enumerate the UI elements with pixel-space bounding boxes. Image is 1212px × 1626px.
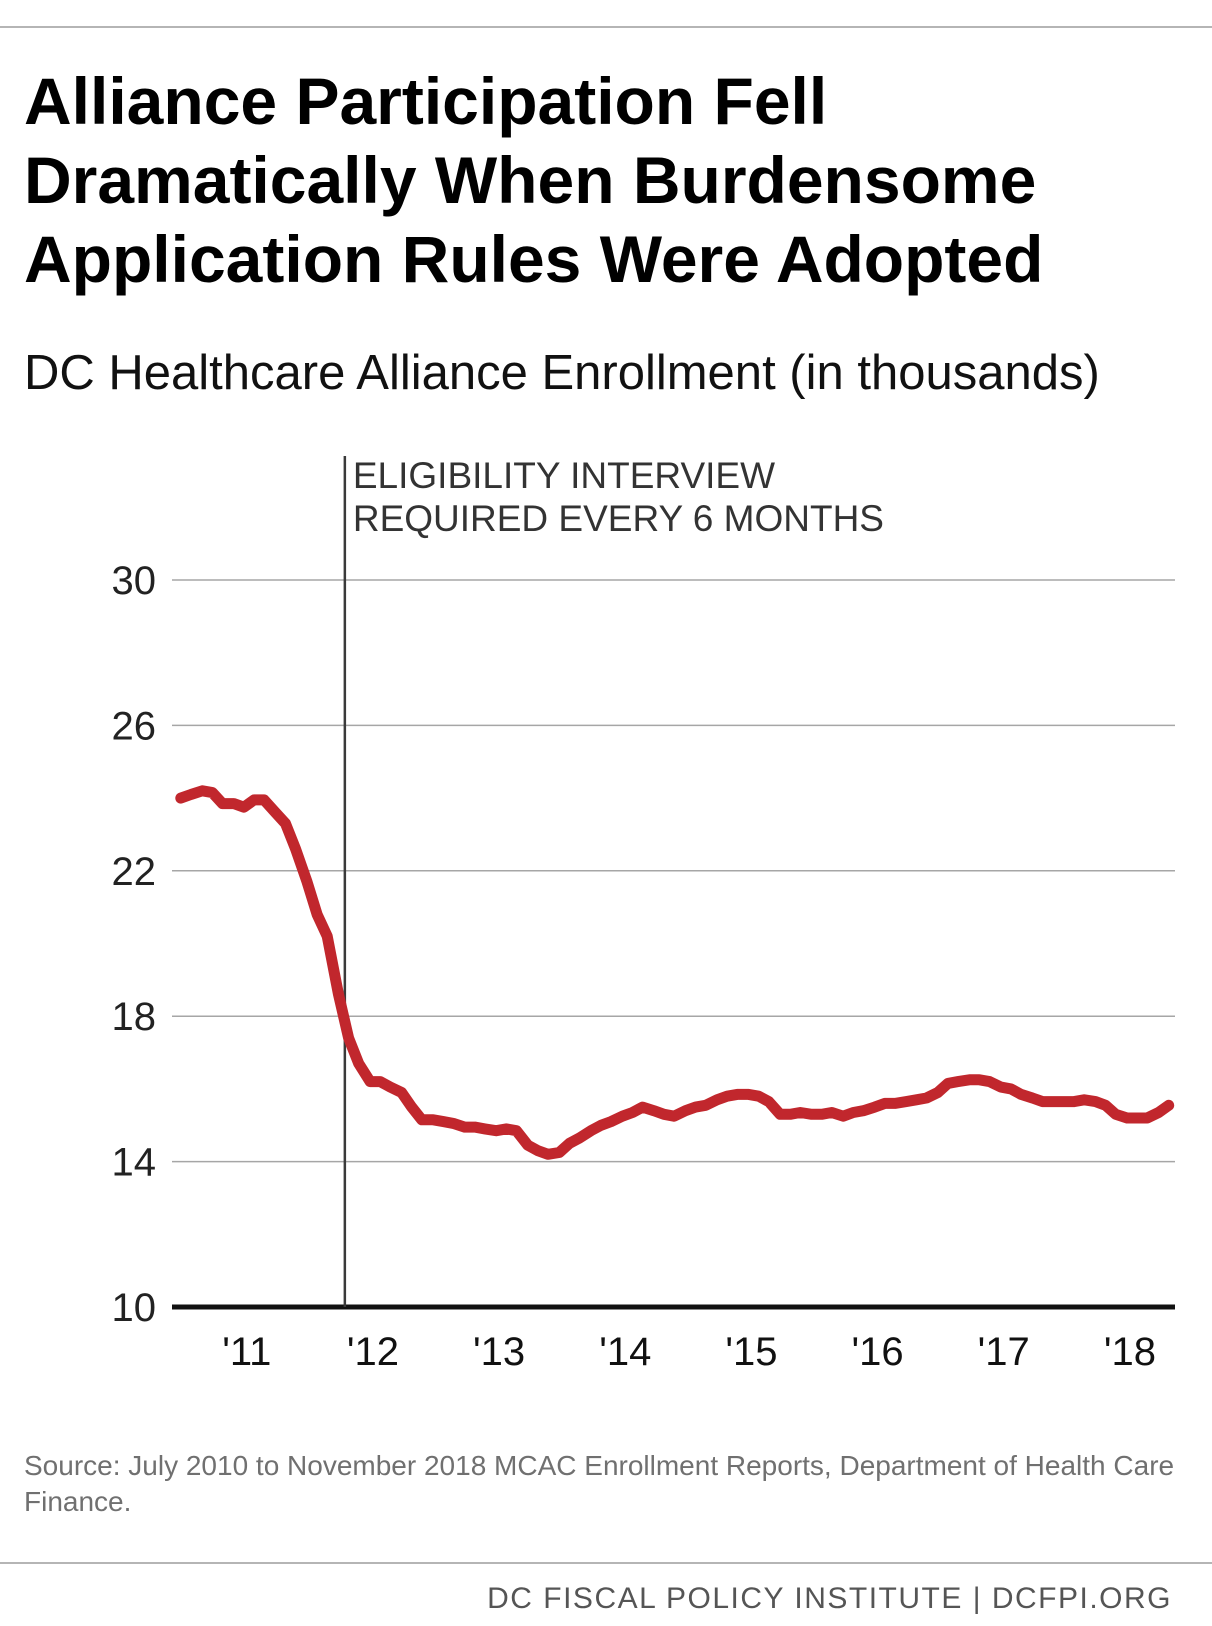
y-tick-label-26: 26 (112, 704, 157, 748)
annotation-line-2: REQUIRED EVERY 6 MONTHS (353, 498, 884, 539)
y-tick-label-10: 10 (112, 1286, 157, 1330)
x-tick-labels: '11'12'13'14'15'16'17'18'19 (222, 1330, 1156, 1374)
annotation-line-1: ELIGIBILITY INTERVIEW (353, 455, 775, 496)
enrollment-line-chart: 10 14 18 22 26 30 ELIGIBILITY INTERVIEWREQUIR… (112, 455, 1175, 1374)
chart-subtitle: DC Healthcare Alliance Enrollment (in th… (24, 346, 1100, 400)
y-tick-label-22: 22 (112, 850, 157, 894)
y-tick-labels: 10 14 18 22 26 30 (112, 559, 157, 1330)
x-tick-label: '15 (725, 1330, 777, 1374)
x-tick-label: '13 (473, 1330, 525, 1374)
chart-title: Alliance Participation Fell Dramatically… (24, 64, 1044, 296)
series-layer (175, 785, 1175, 1160)
y-tick-label-14: 14 (112, 1141, 157, 1185)
x-tick-label: '17 (978, 1330, 1030, 1374)
y-tick-label-30: 30 (112, 559, 157, 603)
credit-line: DC FISCAL POLICY INSTITUTE | DCFPI.ORG (487, 1582, 1172, 1615)
x-tick-label: '12 (347, 1330, 399, 1374)
grid-layer (172, 579, 1175, 1310)
x-tick-label: '11 (222, 1330, 271, 1374)
y-tick-label-18: 18 (112, 995, 157, 1039)
x-tick-label: '14 (599, 1330, 651, 1374)
x-tick-label: '18 (1104, 1330, 1156, 1374)
x-tick-label: '16 (852, 1330, 904, 1374)
source-note: Source: July 2010 to November 2018 MCAC … (24, 1450, 1175, 1517)
top-rule (0, 26, 1212, 28)
enrollment-series-line-1 (175, 785, 1175, 1160)
bottom-rule (0, 1562, 1212, 1564)
